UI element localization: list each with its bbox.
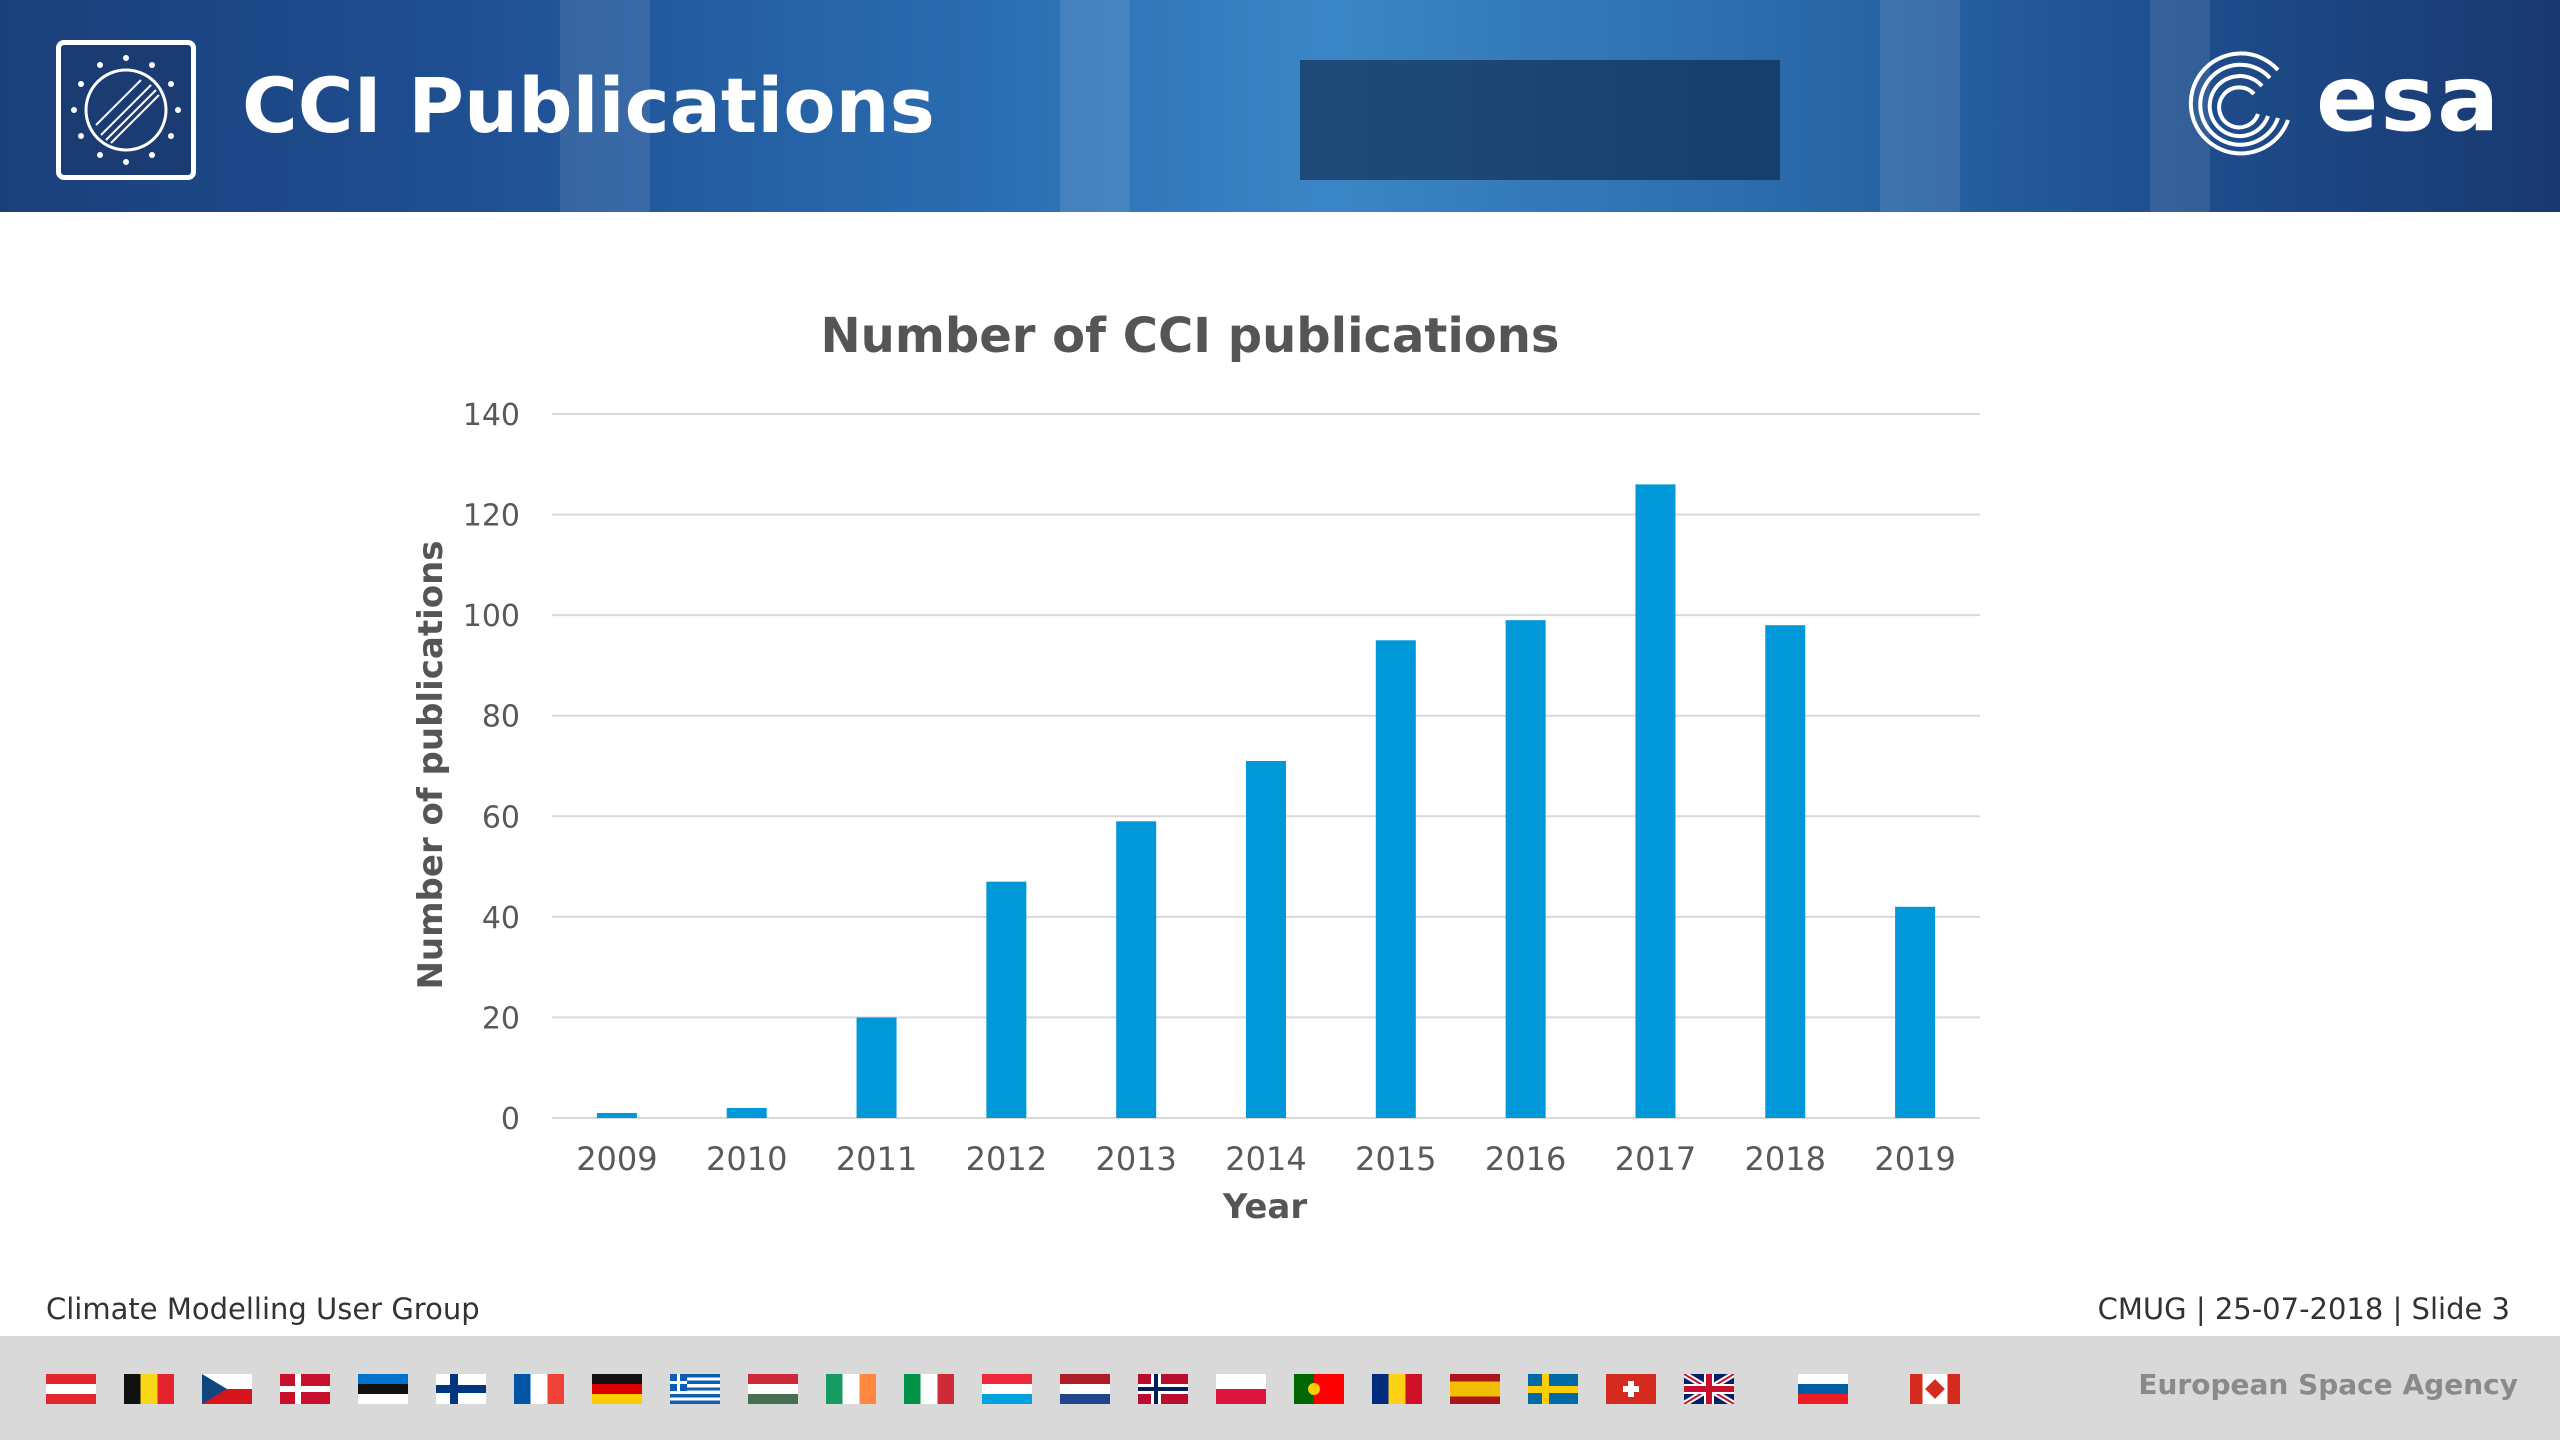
slovenia-flag [1798, 1374, 1848, 1404]
y-tick-label: 60 [482, 800, 520, 835]
germany-flag [592, 1374, 642, 1404]
romania-flag [1372, 1374, 1422, 1404]
page-title: CCI Publications [242, 61, 935, 150]
bar-2017 [1635, 484, 1676, 1118]
esa-wordmark: esa [2316, 45, 2502, 152]
spain-flag [1450, 1374, 1500, 1404]
switzerland-flag [1606, 1374, 1656, 1404]
x-tick-label: 2014 [1225, 1140, 1306, 1178]
grid-lines [552, 413, 1980, 1119]
y-tick-label: 0 [501, 1102, 520, 1137]
x-tick-label: 2017 [1615, 1140, 1696, 1178]
x-tick-labels: 2009 2010 2011 2012 2013 2014 2015 2016 2017 2018… [576, 1140, 1956, 1178]
luxembourg-flag [982, 1374, 1032, 1404]
bar-2015 [1375, 640, 1416, 1118]
y-axis-label: Number of publications [411, 540, 451, 989]
y-tick-label: 100 [463, 599, 520, 634]
footer-slide-info: CMUG | 25-07-2018 | Slide 3 [2097, 1292, 2510, 1326]
y-tick-label: 80 [482, 700, 520, 735]
bar-2013 [1116, 821, 1157, 1118]
y-tick-label: 120 [463, 499, 520, 534]
footer-group-name: Climate Modelling User Group [46, 1292, 480, 1326]
estonia-flag [358, 1374, 408, 1404]
x-tick-label: 2015 [1355, 1140, 1436, 1178]
member-flags-bar: European Space Agency [0, 1336, 2560, 1440]
esa-swirl-icon [2188, 51, 2290, 156]
austria-flag [46, 1374, 96, 1404]
bar-2018 [1765, 625, 1806, 1118]
chart-title: Number of CCI publications [820, 308, 1559, 364]
uk-flag [1684, 1374, 1734, 1404]
portugal-flag [1294, 1374, 1344, 1404]
x-tick-label: 2019 [1874, 1140, 1955, 1178]
sweden-flag [1528, 1374, 1578, 1404]
cci-logo [56, 40, 196, 180]
agency-name: European Space Agency [2138, 1368, 2518, 1401]
x-tick-label: 2016 [1485, 1140, 1566, 1178]
esa-logo: esa [2178, 40, 2518, 170]
netherlands-flag [1060, 1374, 1110, 1404]
bar-2016 [1505, 620, 1546, 1118]
x-tick-label: 2011 [836, 1140, 917, 1178]
finland-flag [436, 1374, 486, 1404]
belgium-flag [124, 1374, 174, 1404]
denmark-flag [280, 1374, 330, 1404]
x-tick-label: 2018 [1745, 1140, 1826, 1178]
bar-2011 [856, 1017, 897, 1118]
bar-2019 [1895, 906, 1936, 1118]
poland-flag [1216, 1374, 1266, 1404]
x-tick-label: 2012 [966, 1140, 1047, 1178]
bar-2014 [1246, 760, 1286, 1118]
canada-flag [1910, 1374, 1960, 1404]
header-banner: CCI Publications esa [0, 0, 2560, 212]
ireland-flag [826, 1374, 876, 1404]
cci-globe-icon [71, 55, 181, 165]
france-flag [514, 1374, 564, 1404]
y-tick-label: 40 [482, 901, 520, 936]
italy-flag [904, 1374, 954, 1404]
bars [596, 484, 1936, 1118]
x-axis-label: Year [1222, 1187, 1308, 1227]
norway-flag [1138, 1374, 1188, 1404]
x-tick-label: 2009 [576, 1140, 657, 1178]
czech-flag [202, 1374, 252, 1404]
x-tick-label: 2013 [1095, 1140, 1176, 1178]
y-tick-label: 20 [482, 1001, 520, 1036]
y-tick-label: 140 [463, 398, 520, 433]
y-tick-labels: 0 20 40 60 80 100 120 140 [463, 398, 520, 1137]
greece-flag [670, 1374, 720, 1404]
bar-2010 [726, 1107, 767, 1118]
x-tick-label: 2010 [706, 1140, 787, 1178]
bar-2012 [986, 881, 1027, 1118]
bar-2009 [596, 1112, 637, 1118]
hungary-flag [748, 1374, 798, 1404]
